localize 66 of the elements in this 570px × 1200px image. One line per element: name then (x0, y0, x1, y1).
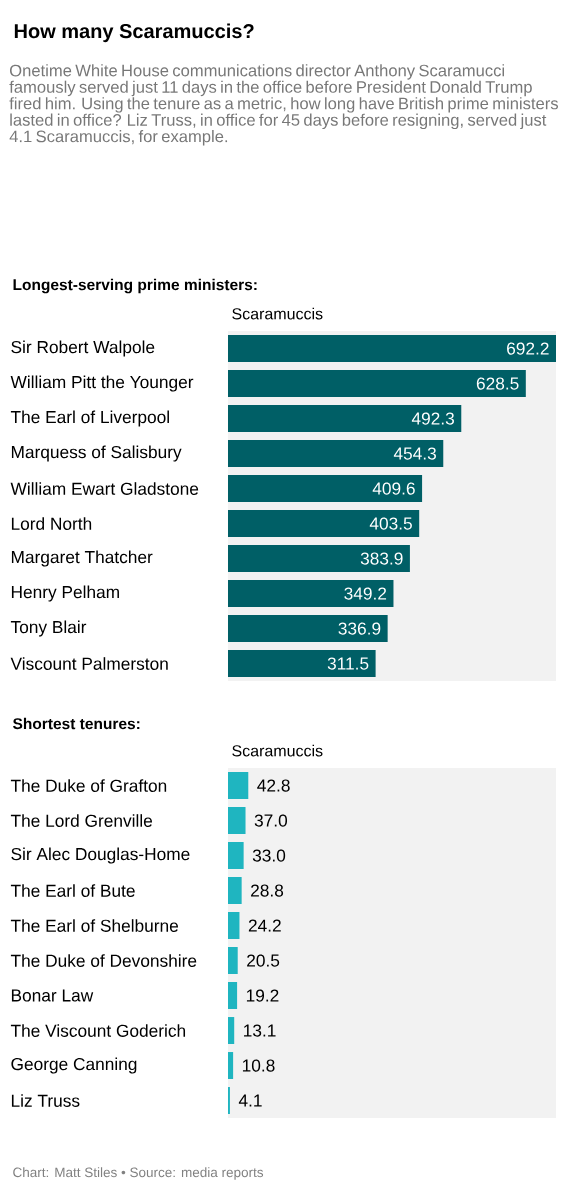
data-label: 454.3 (393, 447, 436, 460)
y-tick-label: Liz Truss (11, 1094, 80, 1107)
data-label: 13.1 (244, 1024, 276, 1037)
bar (228, 335, 556, 363)
data-label: 409.6 (372, 482, 415, 495)
bar (228, 475, 423, 503)
data-label: 37.0 (254, 814, 288, 827)
bar (228, 1052, 234, 1080)
x-axis-title: Scaramuccis (232, 307, 323, 320)
bar (228, 807, 246, 835)
bar (228, 772, 249, 800)
y-tick-label: The Earl of Shelburne (10, 919, 178, 932)
data-label: 20.5 (247, 954, 280, 967)
data-label: 492.3 (411, 412, 454, 425)
y-tick-label: Henry Pelham (11, 585, 119, 602)
y-tick-label: Margaret Thatcher (11, 550, 153, 567)
bar (228, 842, 244, 870)
data-label: 403.5 (369, 517, 412, 530)
data-label: 19.2 (246, 989, 279, 1002)
y-tick-label: William Pitt the Younger (10, 375, 194, 392)
bar (228, 405, 462, 433)
y-tick-label: Bonar Law (11, 989, 94, 1002)
data-label: 24.2 (248, 919, 281, 932)
data-label: 383.9 (360, 552, 403, 565)
data-label: 628.5 (476, 377, 519, 390)
y-tick-label: The Duke of Devonshire (10, 954, 197, 967)
bar (228, 510, 420, 538)
bar (228, 877, 242, 905)
text: Chart: Matt Stiles • Source: media reports (13, 1167, 264, 1180)
data-label: 692.2 (507, 342, 549, 355)
data-label: 33.0 (252, 849, 286, 862)
y-tick-label: William Ewart Gladstone (10, 482, 199, 495)
data-label: 4.1 (238, 1094, 262, 1107)
bar (228, 370, 526, 398)
x-axis-title: Scaramuccis (232, 744, 323, 757)
bar (228, 615, 388, 643)
y-tick-label: Viscount Palmerston (10, 657, 168, 670)
y-tick-label: The Lord Grenville (10, 814, 153, 827)
bar (228, 912, 240, 940)
bar (228, 947, 238, 975)
chart-subtitle: Onetime White House communications director Anthony Scaramucci famously served just 11 days in the office before President Donald Trump fired him. Using the tenure as a metric, how long have British prime ministers lasted in office? Liz Truss, in office for 45 days before resigning, served just 4.1 Scaramuccis, for example. (9, 64, 559, 146)
data-label: 349.2 (344, 587, 387, 600)
y-tick-label: Sir Alec Douglas-Home (11, 847, 190, 864)
y-tick-label: The Duke of Grafton (10, 779, 167, 792)
bar (228, 982, 238, 1010)
y-tick-label: The Earl of Bute (10, 884, 135, 897)
data-label: 42.8 (257, 779, 290, 792)
text: Shortest tenures: (12, 717, 140, 730)
y-tick-label: Sir Robert Walpole (11, 340, 155, 357)
y-tick-label: Marquess of Salisbury (11, 445, 182, 462)
y-tick-label: The Viscount Goderich (10, 1024, 186, 1037)
data-label: 311.5 (327, 657, 369, 670)
y-tick-label: The Earl of Liverpool (10, 410, 169, 427)
bar (228, 650, 376, 678)
y-tick-label: Lord North (11, 517, 92, 530)
y-tick-label: Tony Blair (10, 620, 87, 637)
y-tick-label: George Canning (11, 1057, 137, 1074)
data-label: 10.8 (242, 1059, 275, 1072)
bar (228, 1017, 235, 1045)
bar (228, 440, 444, 468)
data-label: 28.8 (251, 884, 284, 897)
data-label: 336.9 (338, 622, 381, 635)
text: Longest-serving prime ministers: (13, 278, 257, 294)
chart-title: How many Scaramuccis? (14, 23, 254, 43)
bar (228, 580, 394, 608)
bar (228, 545, 410, 573)
